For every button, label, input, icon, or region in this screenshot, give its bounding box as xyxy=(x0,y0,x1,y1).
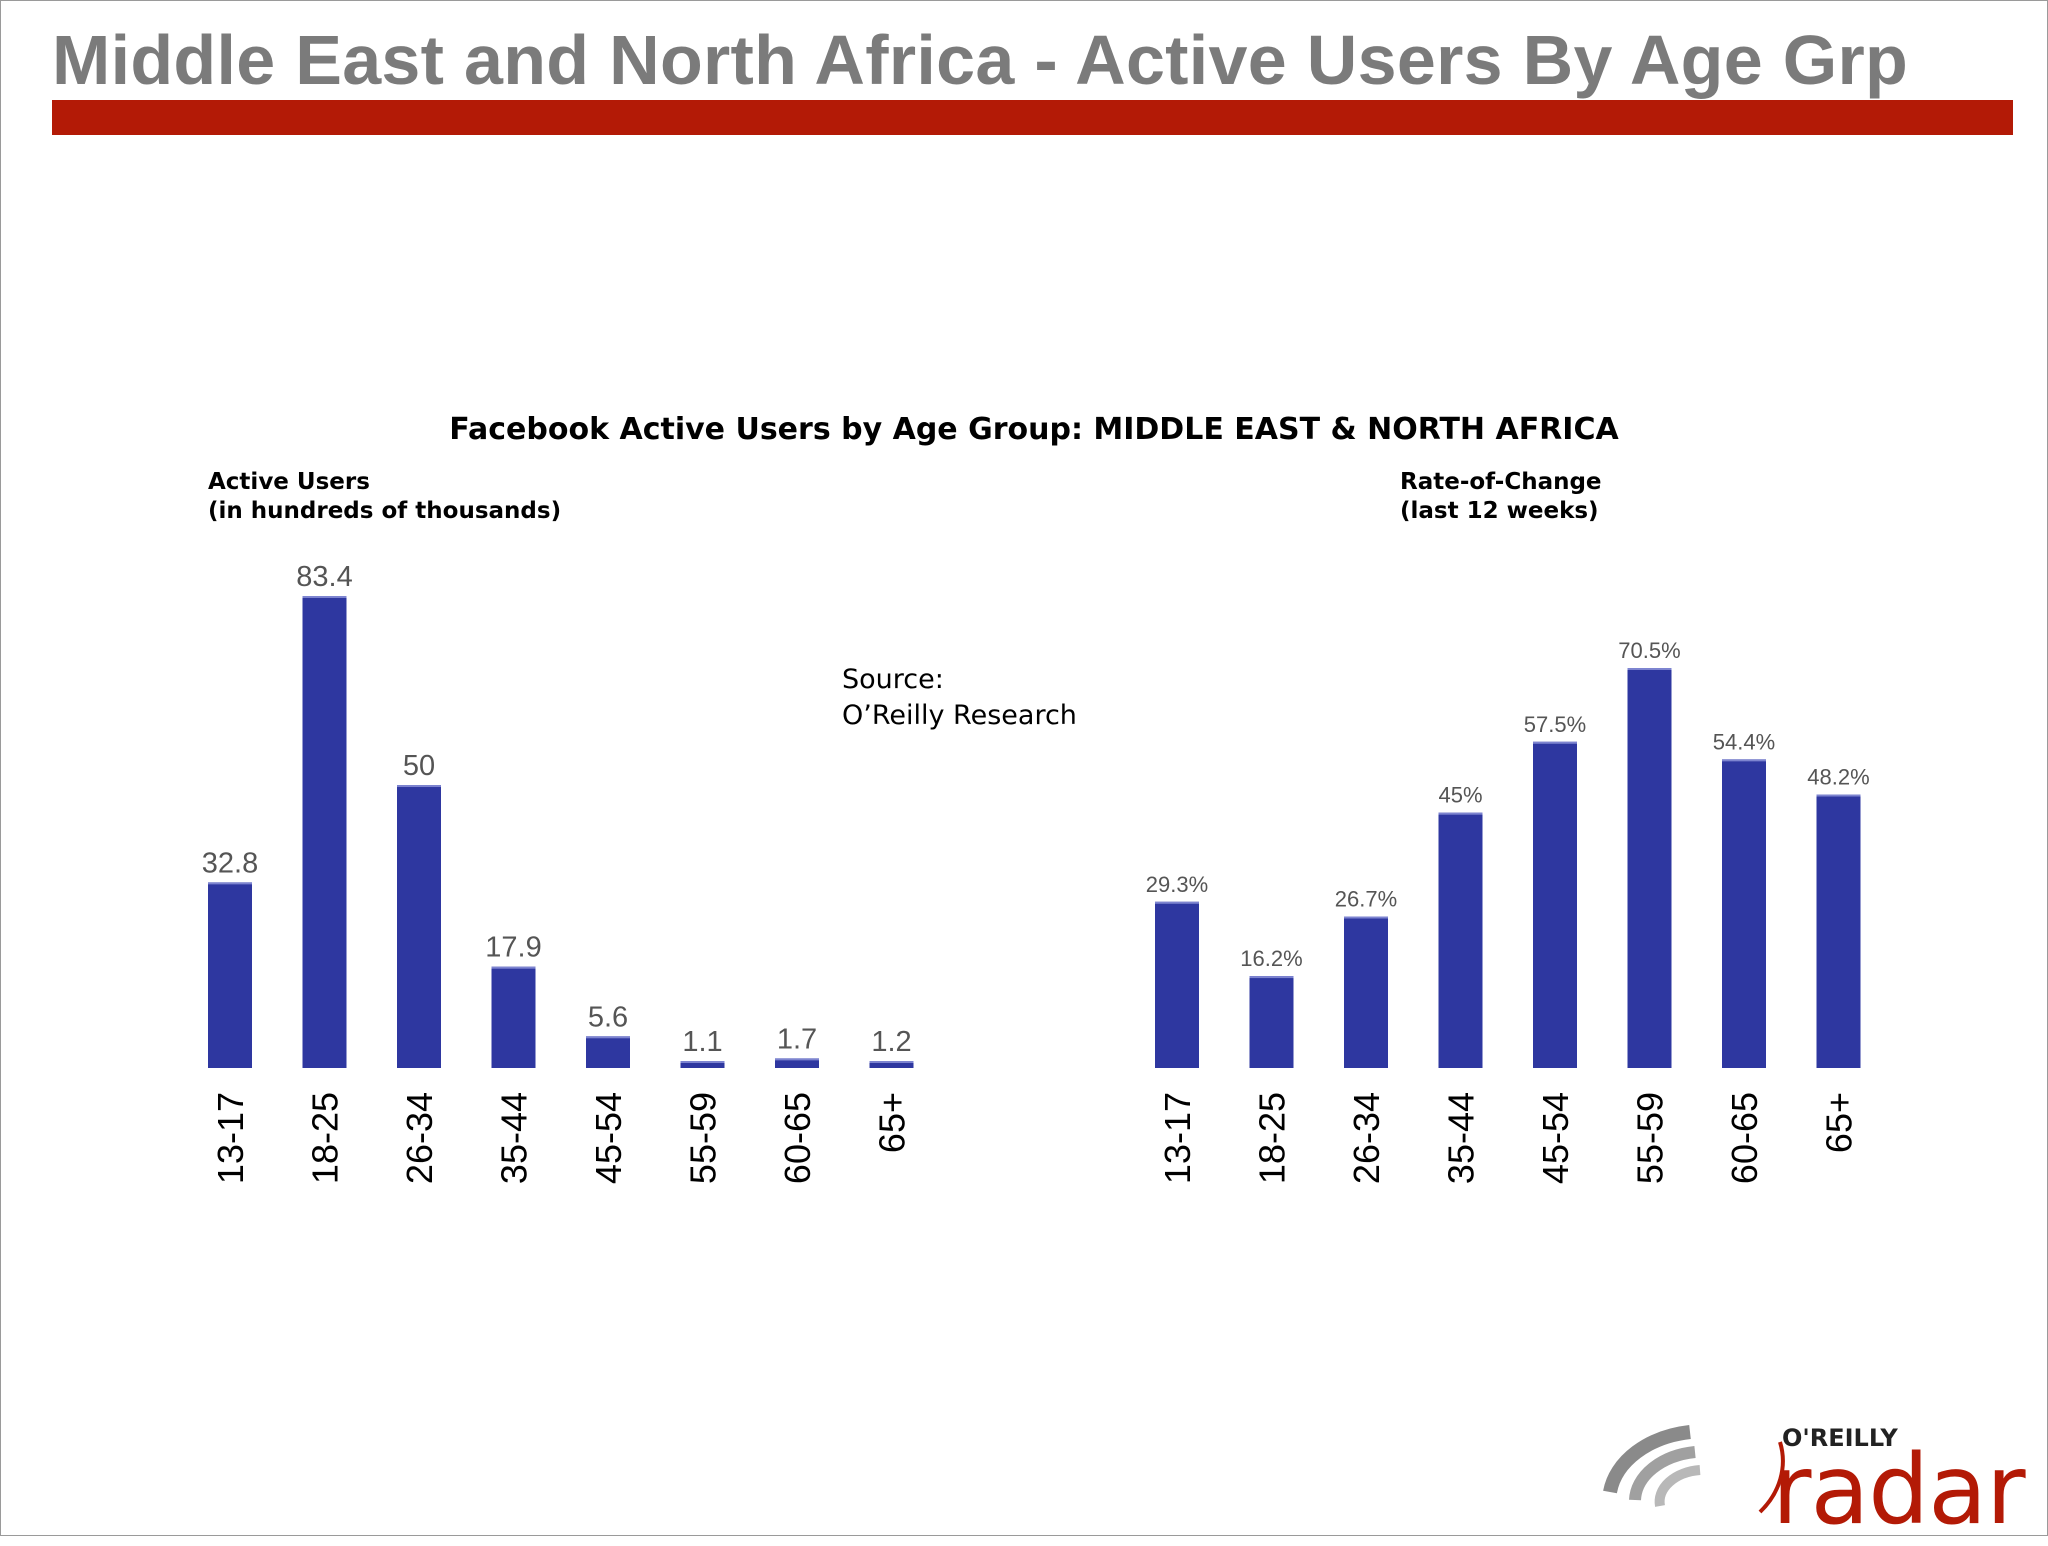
right-panel-label-line2: (last 12 weeks) xyxy=(1400,498,1599,524)
left-bar-13-17 xyxy=(208,882,252,1068)
right-value-label: 16.2% xyxy=(1240,946,1302,971)
right-value-label: 48.2% xyxy=(1807,765,1869,790)
logo-brand: O'REILLY xyxy=(1782,1424,1898,1452)
right-category-label: 45-54 xyxy=(1535,1092,1576,1184)
chart-title: Facebook Active Users by Age Group: MIDD… xyxy=(0,412,2048,447)
right-bar-highlight xyxy=(1816,794,1861,797)
right-bar-highlight xyxy=(1627,668,1672,670)
right-bar-26-34 xyxy=(1344,916,1388,1068)
right-category-label: 65+ xyxy=(1819,1092,1860,1153)
right-value-label: 70.5% xyxy=(1618,638,1680,663)
right-bar-highlight xyxy=(1155,901,1199,904)
right-value-label: 45% xyxy=(1438,783,1482,808)
oreilly-radar-logo-icon xyxy=(1603,1425,1785,1514)
left-panel-label-line1: Active Users xyxy=(208,469,370,495)
left-bar-60-65 xyxy=(775,1058,819,1068)
left-bar-highlight xyxy=(208,882,252,885)
left-value-label: 1.1 xyxy=(682,1026,722,1058)
right-bar-35-44 xyxy=(1438,812,1483,1068)
left-value-label: 5.6 xyxy=(588,1001,628,1033)
right-bar-13-17 xyxy=(1155,901,1199,1068)
right-category-label: 13-17 xyxy=(1157,1092,1198,1184)
right-category-label: 60-65 xyxy=(1724,1092,1765,1184)
left-chart: 32.8 13-17 83.4 18-25 50 26-34 17.9 35-44 5.6 45-… xyxy=(202,561,914,1184)
left-bar-45-54 xyxy=(586,1036,630,1068)
left-category-label: 18-25 xyxy=(305,1092,346,1184)
left-bar-highlight xyxy=(869,1061,914,1063)
title-rule xyxy=(52,100,2013,135)
source-note: Source: O’Reilly Research xyxy=(842,662,1077,734)
left-bar-65+ xyxy=(869,1061,914,1068)
right-bar-highlight xyxy=(1533,741,1577,744)
right-bar-65+ xyxy=(1816,794,1861,1068)
left-value-label: 32.8 xyxy=(202,847,258,879)
left-bar-highlight xyxy=(397,785,441,788)
left-bar-55-59 xyxy=(680,1061,725,1068)
left-value-label: 17.9 xyxy=(485,932,541,964)
slide-title: Middle East and North Africa - Active Us… xyxy=(52,21,1909,99)
right-value-label: 26.7% xyxy=(1335,887,1397,912)
left-bar-26-34 xyxy=(397,785,441,1068)
right-category-label: 35-44 xyxy=(1441,1092,1482,1184)
right-panel-label-line1: Rate-of-Change xyxy=(1400,469,1602,495)
left-panel-label-line2: (in hundreds of thousands) xyxy=(208,498,562,524)
left-bar-highlight xyxy=(586,1036,630,1039)
right-bar-55-59 xyxy=(1627,668,1672,1068)
right-bar-highlight xyxy=(1249,976,1294,979)
right-bar-45-54 xyxy=(1533,741,1577,1068)
right-value-label: 57.5% xyxy=(1524,712,1586,737)
right-bar-highlight xyxy=(1344,916,1388,919)
right-category-label: 18-25 xyxy=(1252,1092,1293,1184)
left-bar-highlight xyxy=(775,1058,819,1061)
left-value-label: 1.2 xyxy=(871,1026,911,1058)
left-category-label: 55-59 xyxy=(683,1092,724,1184)
left-category-label: 45-54 xyxy=(588,1092,629,1184)
left-category-label: 13-17 xyxy=(210,1092,251,1184)
left-value-label: 83.4 xyxy=(296,561,352,593)
right-category-label: 26-34 xyxy=(1346,1092,1387,1184)
right-category-label: 55-59 xyxy=(1630,1092,1671,1184)
left-bar-35-44 xyxy=(491,966,536,1068)
right-chart: 29.3% 13-17 16.2% 18-25 26.7% 26-34 45% 35-44 57… xyxy=(1146,638,1870,1184)
right-bar-highlight xyxy=(1722,759,1766,762)
left-value-label: 1.7 xyxy=(777,1023,817,1055)
right-value-label: 29.3% xyxy=(1146,872,1208,897)
source-line2: O’Reilly Research xyxy=(842,700,1077,731)
chart-title-text: Facebook Active Users by Age Group: MIDD… xyxy=(449,412,1619,447)
logo-word: radar xyxy=(1772,1434,2026,1546)
right-bar-18-25 xyxy=(1249,976,1294,1068)
left-category-label: 35-44 xyxy=(494,1092,535,1184)
left-bar-18-25 xyxy=(302,596,347,1068)
left-bar-highlight xyxy=(302,596,347,598)
left-panel-label: Active Users (in hundreds of thousands) xyxy=(208,468,561,526)
left-bar-highlight xyxy=(491,966,536,969)
left-value-label: 50 xyxy=(403,750,435,782)
right-panel-label: Rate-of-Change (last 12 weeks) xyxy=(1400,468,1602,526)
left-category-label: 26-34 xyxy=(399,1092,440,1184)
right-value-label: 54.4% xyxy=(1713,729,1775,754)
left-category-label: 65+ xyxy=(872,1092,913,1153)
right-bar-highlight xyxy=(1438,812,1483,815)
right-bar-60-65 xyxy=(1722,759,1766,1068)
source-line1: Source: xyxy=(842,664,944,695)
left-bar-highlight xyxy=(680,1061,725,1063)
left-category-label: 60-65 xyxy=(777,1092,818,1184)
